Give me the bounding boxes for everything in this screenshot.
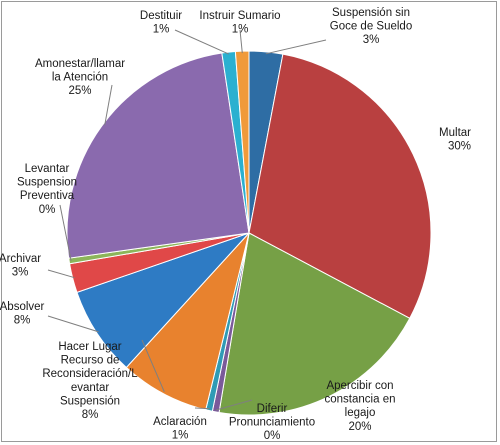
data-label-line: 30% <box>448 141 471 153</box>
data-label: Absolver 8% <box>0 301 45 327</box>
data-label-line: Apercibir con <box>326 380 393 392</box>
data-label-line: Levantar <box>25 163 70 175</box>
data-label-line: 1% <box>232 24 249 36</box>
pie-slice <box>248 53 432 320</box>
data-label-line: Destituir <box>140 10 182 22</box>
data-label-line: Multar <box>439 127 471 139</box>
pie-slice <box>76 232 250 369</box>
pie-slice <box>66 52 250 259</box>
data-label-line: Suspensión <box>60 395 120 407</box>
data-label-line: Diferir <box>257 403 288 415</box>
data-label-line: 1% <box>153 24 170 36</box>
data-label: Amonestar/llamar la Atención 25% <box>35 58 125 97</box>
data-label-line: Amonestar/llamar <box>35 58 125 70</box>
data-label-line: 25% <box>68 85 91 97</box>
data-label-line: 8% <box>14 315 31 327</box>
data-label-line: Archivar <box>0 253 41 265</box>
pie-slice <box>218 232 411 416</box>
data-label: Archivar 3% <box>0 253 41 279</box>
data-label: Instruir Sumario 1% <box>199 10 280 36</box>
data-label: Apercibir con constancia en legajo 20% <box>325 380 396 433</box>
leader-line <box>239 29 243 54</box>
data-label-line: Suspension <box>17 177 77 189</box>
data-label: Suspensión sin Goce de Sueldo 3% <box>330 7 412 46</box>
leader-line <box>141 339 165 392</box>
data-label-line: Suspensión sin <box>332 7 410 19</box>
data-label-line: 3% <box>363 34 380 46</box>
pie-slice <box>125 232 250 411</box>
leader-line <box>104 84 113 126</box>
data-label: Multar 30% <box>439 127 471 153</box>
data-label-line: 3% <box>12 267 29 279</box>
data-label: Levantar Suspension Preventiva 0% <box>17 163 77 216</box>
data-label-line: 1% <box>172 430 189 442</box>
data-label-line: Instruir Sumario <box>199 10 280 22</box>
data-label-line: 20% <box>348 421 371 433</box>
leader-line <box>47 269 75 279</box>
data-label-line: constancia en <box>325 394 396 406</box>
data-label-line: Aclaración <box>153 416 207 428</box>
data-label: Diferir Pronunciamiento 0% <box>229 403 315 442</box>
data-label-line: Reconsideración/L <box>42 368 138 380</box>
data-label-line: 0% <box>264 430 281 442</box>
leader-line <box>194 407 210 410</box>
data-label-line: Recurso de <box>61 355 120 367</box>
leader-line <box>47 315 99 333</box>
data-label-line: Pronunciamiento <box>229 417 315 429</box>
data-label-line: 8% <box>82 409 99 421</box>
leader-line <box>59 204 72 261</box>
data-label-line: Goce de Sueldo <box>330 21 412 33</box>
data-label: Hacer Lugar Recurso de Reconsideración/L ev… <box>42 341 138 421</box>
leader-line <box>265 39 327 55</box>
data-label-line: Preventiva <box>20 190 75 202</box>
data-label-line: evantar <box>71 382 110 394</box>
data-label-line: Absolver <box>0 301 45 313</box>
data-label-line: Hacer Lugar <box>58 341 121 353</box>
data-label: Aclaración 1% <box>153 416 207 442</box>
data-label: Destituir 1% <box>140 10 182 36</box>
leader-line <box>174 29 230 55</box>
data-label-line: legajo <box>345 407 376 419</box>
data-label-line: 0% <box>39 204 56 216</box>
data-label-line: la Atención <box>52 72 108 84</box>
leader-line <box>215 399 253 411</box>
